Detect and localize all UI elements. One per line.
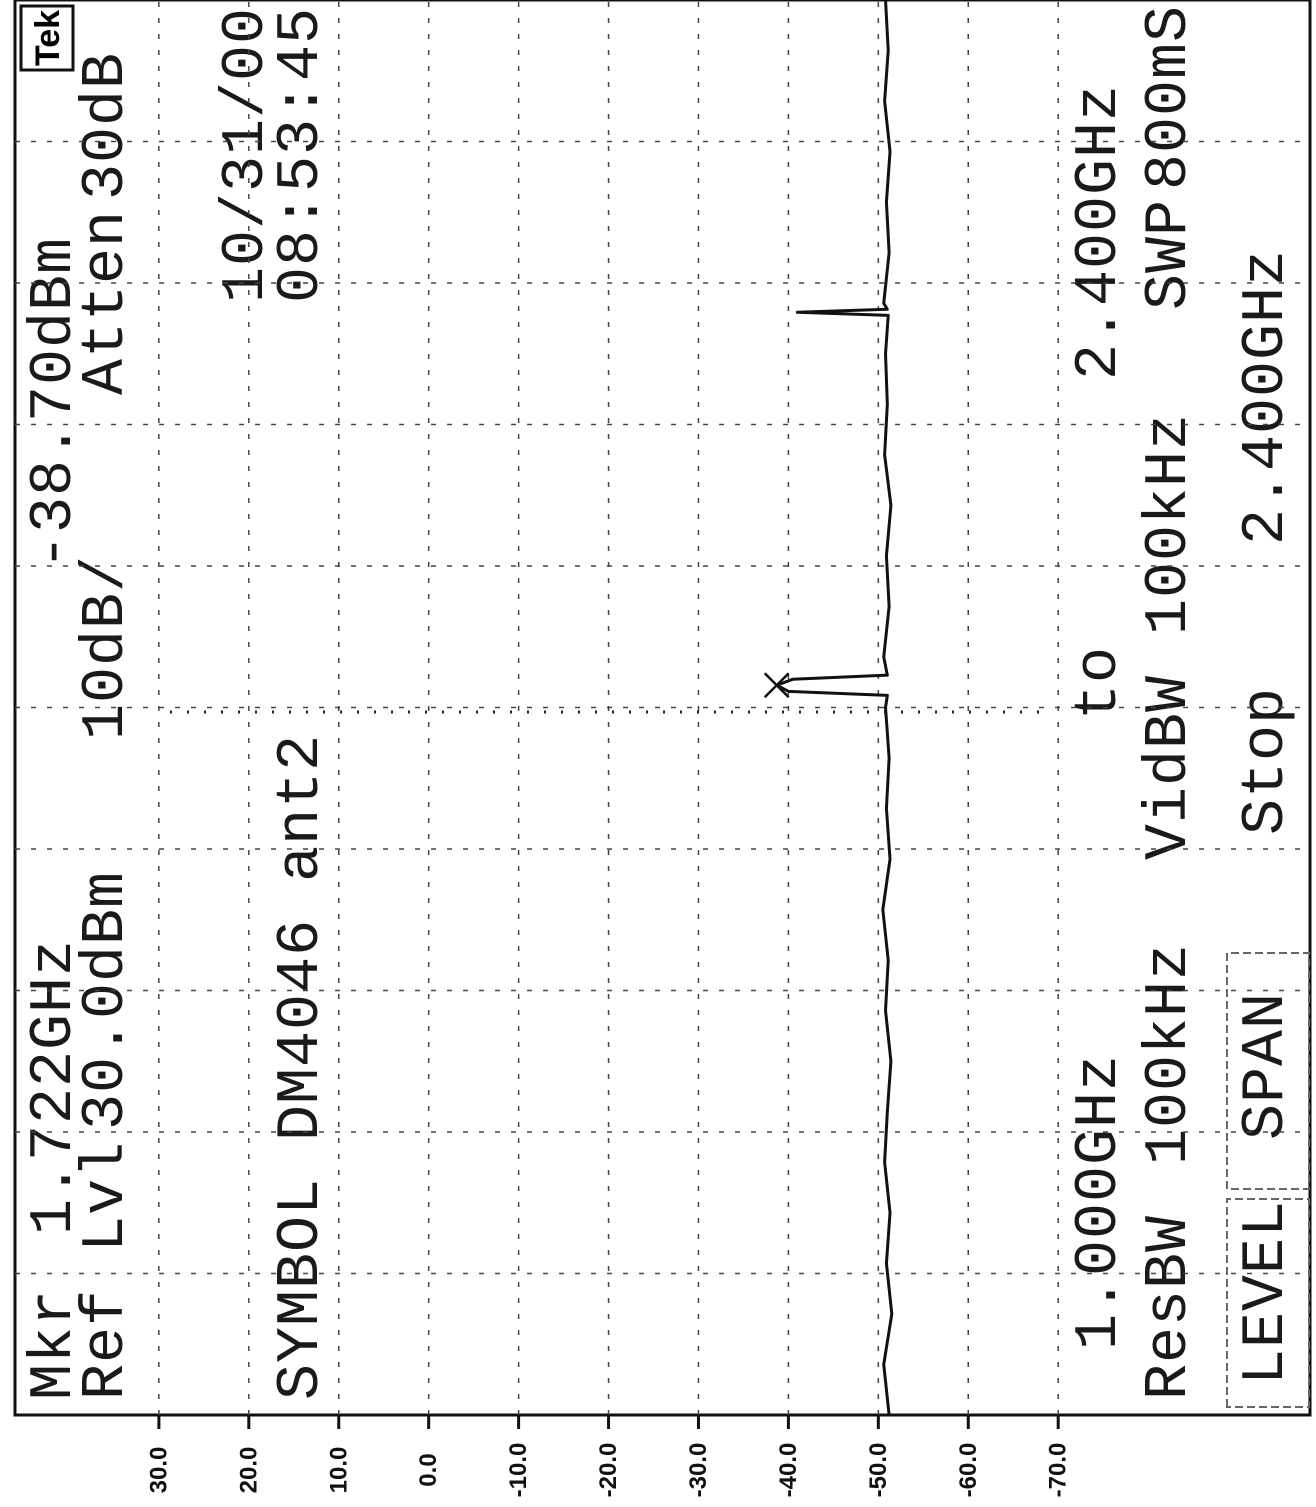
annotation: 2.400GHz: [1066, 84, 1134, 380]
annotation: 10dB/: [73, 555, 141, 740]
y-tick-label: 30.0: [145, 1447, 172, 1494]
annotation: 100kHz: [1136, 413, 1204, 635]
annotation: -38.70dBm: [21, 237, 89, 570]
annotation: 08:53:45: [268, 7, 336, 303]
annotation: 1.722GHz: [21, 939, 89, 1235]
annotation: Ref Lvl: [73, 1141, 141, 1400]
y-tick-label: -20.0: [595, 1443, 622, 1498]
annotation: to: [1066, 646, 1134, 720]
annotation: 100kHz: [1136, 943, 1204, 1165]
y-tick-label: -60.0: [955, 1443, 982, 1498]
y-tick-label: 10.0: [325, 1447, 352, 1494]
annotation: SYMBOL DM4046 ant2: [268, 734, 336, 1400]
annotation: ResBW: [1136, 1215, 1204, 1400]
annotation: 30.0dBm: [73, 871, 141, 1130]
annotation: 2.400GHz: [1233, 249, 1301, 545]
annotation: 800mS: [1136, 5, 1204, 190]
logo: Tek: [29, 10, 67, 66]
annotation: 1.000GHz: [1066, 1054, 1134, 1350]
annotation: Mkr: [21, 1289, 89, 1400]
softkey-label: LEVEL: [1233, 1200, 1301, 1385]
trace: [775, 0, 894, 1416]
softkey-box: [1226, 952, 1310, 1190]
annotation: Stop: [1233, 687, 1301, 835]
softkey-box: [1226, 1198, 1310, 1408]
annotation: Atten: [73, 210, 141, 395]
marker: [763, 672, 790, 699]
annotation: SWP: [1136, 199, 1204, 310]
y-tick-label: 0.0: [415, 1453, 442, 1486]
annotation: 10/31/00: [213, 7, 281, 303]
y-tick-label: -30.0: [685, 1443, 712, 1498]
y-tick-label: -50.0: [865, 1443, 892, 1498]
softkey-label: SPAN: [1233, 992, 1301, 1140]
y-tick-label: -40.0: [775, 1443, 802, 1498]
y-tick-label: -70.0: [1045, 1443, 1072, 1498]
logo-box: [19, 4, 75, 72]
screen: Tek Mkr 1.722GHz -38.70dBm Ref Lvl 30.0d…: [13, 0, 1312, 1498]
annotation: VidBW: [1136, 675, 1204, 860]
y-tick-label: -10.0: [505, 1443, 532, 1498]
annotation: 30dB: [73, 52, 141, 200]
y-tick-label: 20.0: [235, 1447, 262, 1494]
